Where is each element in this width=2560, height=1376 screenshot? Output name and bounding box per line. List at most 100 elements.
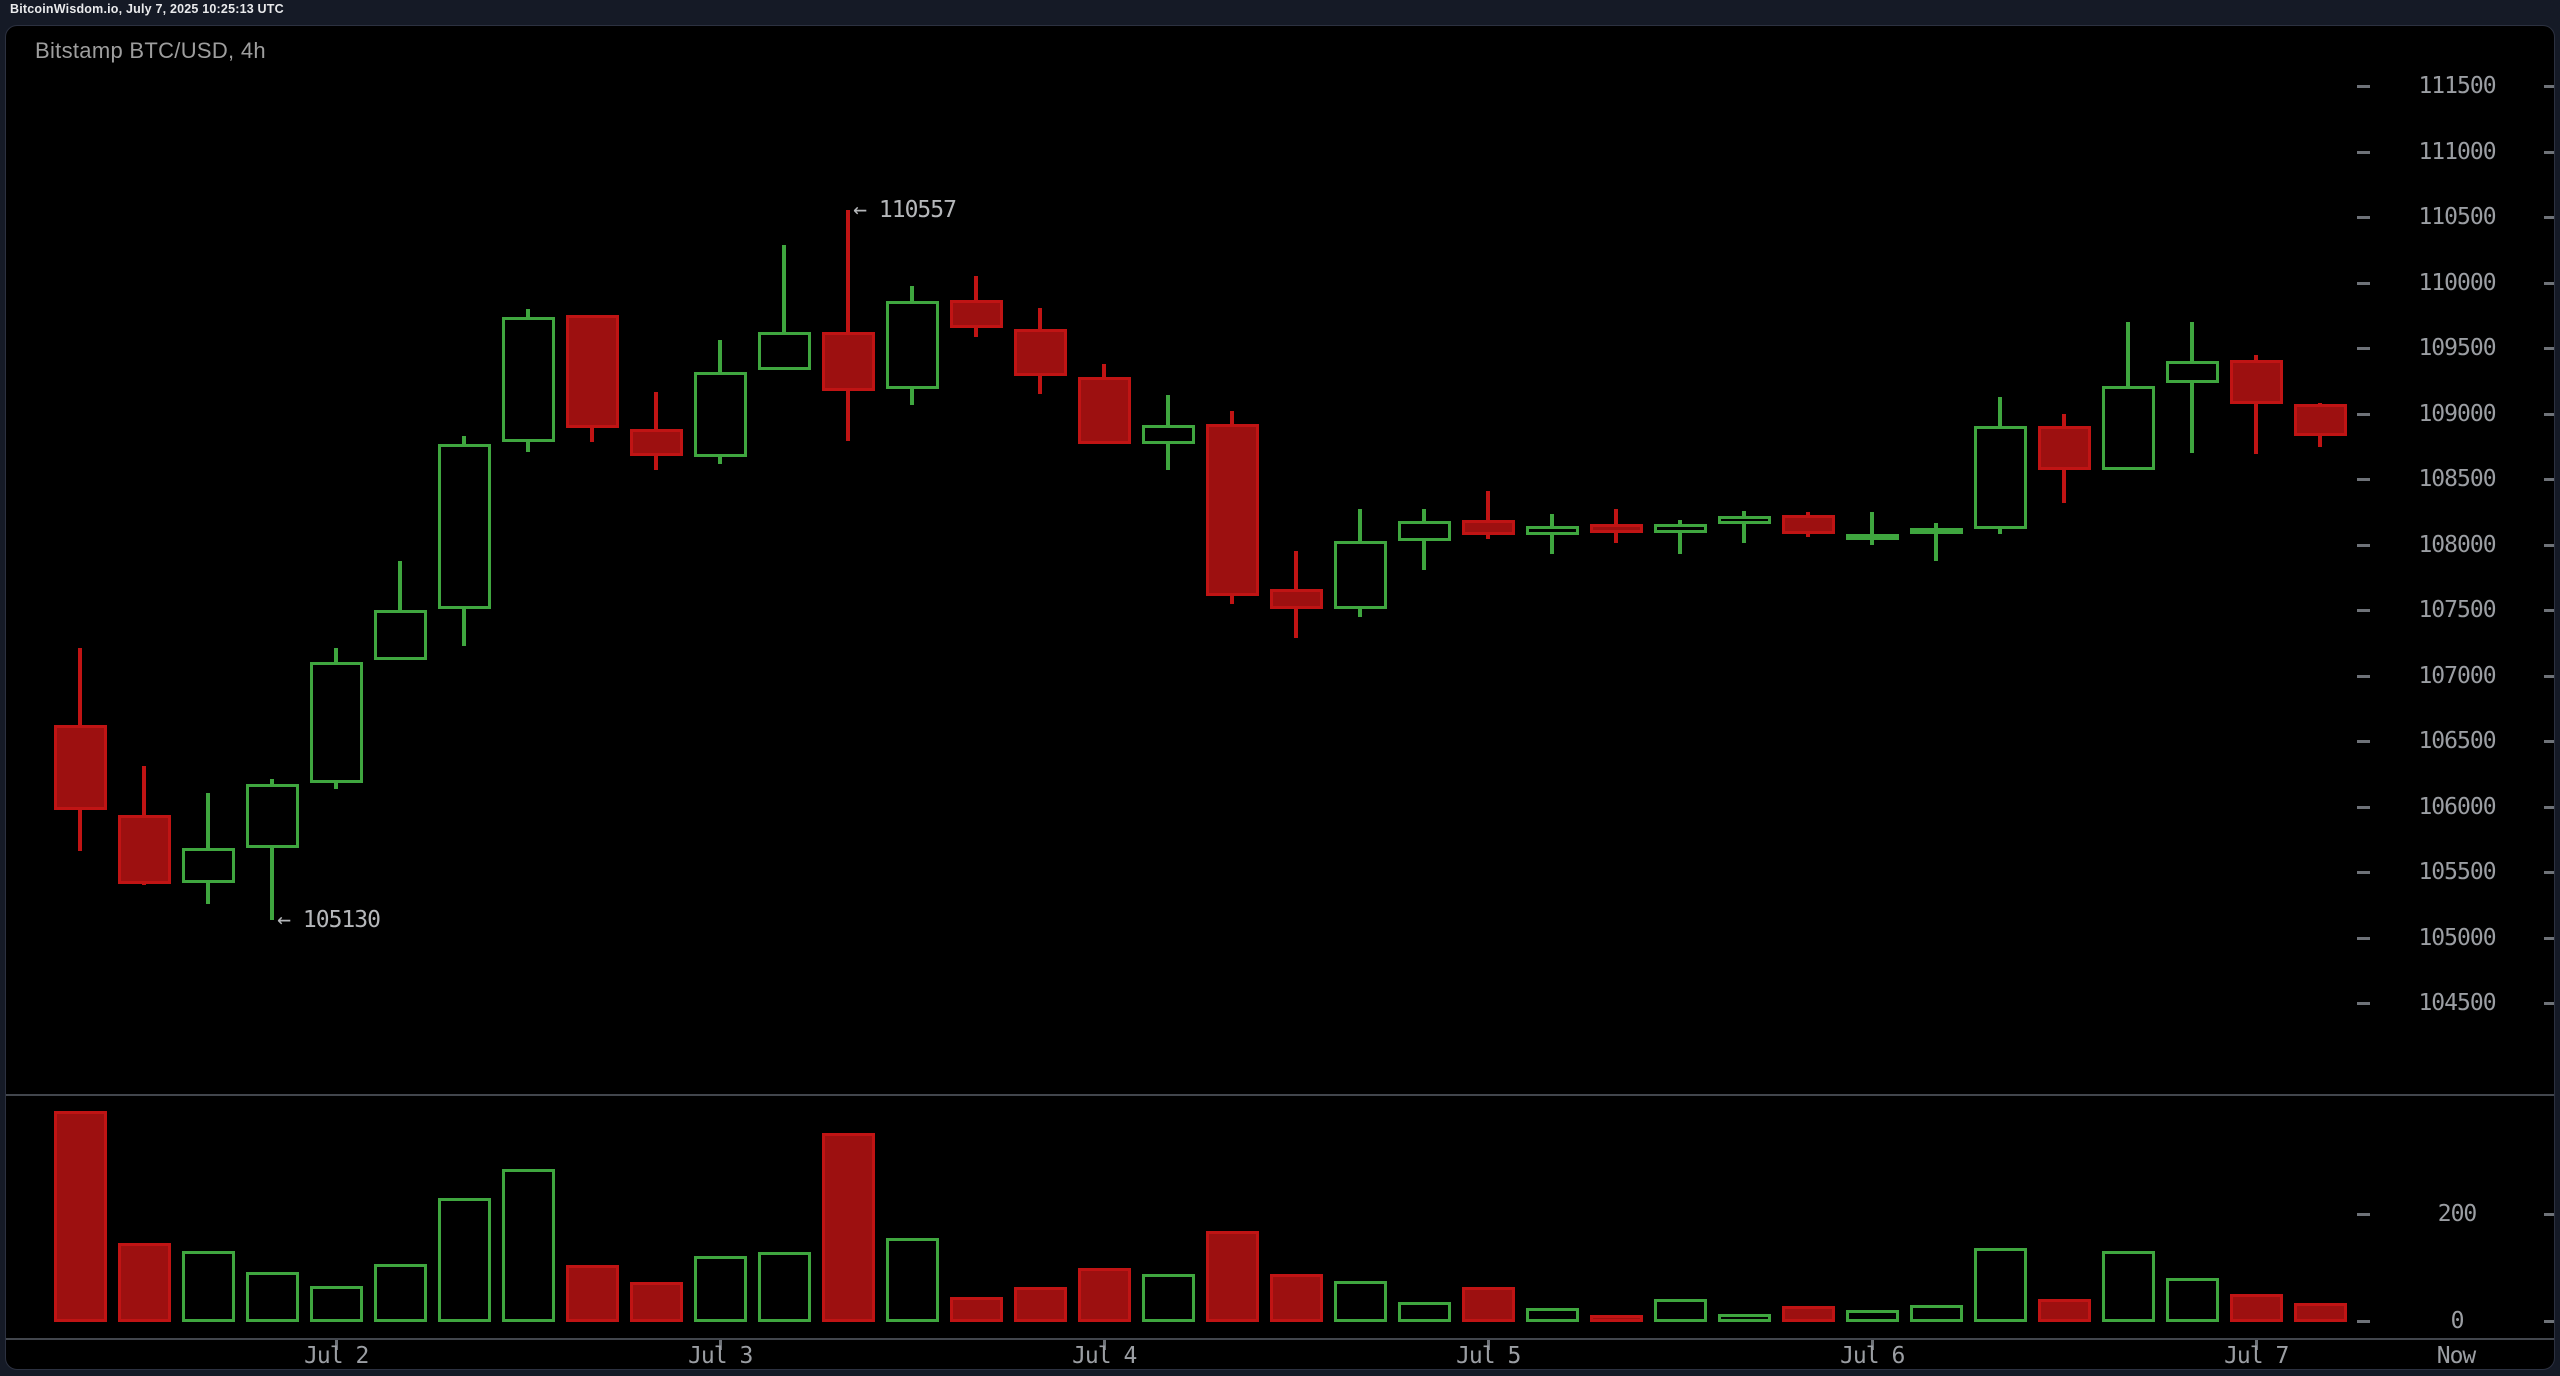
volume-bar <box>1973 1247 2027 1322</box>
candle-body <box>53 725 107 810</box>
date-tick <box>1870 1340 1874 1350</box>
volume-bar <box>1909 1304 1963 1322</box>
volume-bar <box>1205 1231 1259 1322</box>
candle-body <box>2165 361 2219 384</box>
candle-body <box>1269 589 1323 610</box>
candle-body <box>821 331 875 391</box>
candle-body <box>2229 360 2283 405</box>
candle-body <box>1077 376 1131 444</box>
volume-bar <box>1141 1273 1195 1322</box>
volume-bar <box>373 1263 427 1322</box>
candle-body <box>2293 404 2347 436</box>
date-label: Jul 3 <box>688 1343 753 1369</box>
candle-body <box>373 610 427 660</box>
candle-body <box>1845 534 1899 541</box>
volume-bar <box>309 1286 363 1322</box>
volume-bar <box>1525 1308 1579 1322</box>
volume-bar <box>2229 1293 2283 1322</box>
date-label: Jul 6 <box>1840 1343 1905 1369</box>
pane-separator-top <box>6 1094 2554 1096</box>
date-tick <box>1486 1340 1490 1350</box>
status-bar-text: BitcoinWisdom.io, July 7, 2025 10:25:13 … <box>10 2 284 16</box>
date-tick <box>718 1340 722 1350</box>
candle-wick <box>1934 522 1939 561</box>
volume-bar <box>1781 1306 1835 1322</box>
candle-body <box>885 301 939 390</box>
candle-body <box>1717 516 1771 524</box>
volume-bar <box>693 1255 747 1322</box>
volume-bar <box>1333 1280 1387 1322</box>
volume-bar <box>629 1282 683 1322</box>
candle-wick <box>270 778 275 921</box>
volume-bar <box>117 1243 171 1322</box>
candle-body <box>437 444 491 609</box>
candle-body <box>1909 528 1963 535</box>
candle-body <box>181 847 235 884</box>
volume-bar <box>501 1168 555 1322</box>
volume-bar <box>1013 1286 1067 1322</box>
volume-bar <box>1589 1315 1643 1322</box>
candle-body <box>1781 515 1835 534</box>
status-bar: BitcoinWisdom.io, July 7, 2025 10:25:13 … <box>0 0 2560 25</box>
candle-body <box>757 331 811 371</box>
volume-bar <box>181 1251 235 1322</box>
candle-body <box>2101 385 2155 471</box>
chart-canvas[interactable]: Bitstamp BTC/USD, 4h ← 110557 ← 105130 Ju… <box>5 25 2555 1370</box>
candle-body <box>1461 520 1515 536</box>
date-label: Jul 5 <box>1456 1343 1521 1369</box>
pane-separator-bottom <box>6 1338 2554 1340</box>
candle-body <box>949 300 1003 328</box>
volume-bar <box>2037 1298 2091 1322</box>
volume-bar <box>565 1265 619 1322</box>
annotation-low: ← 105130 <box>277 907 381 934</box>
candle-body <box>2037 425 2091 471</box>
volume-bar <box>949 1296 1003 1322</box>
volume-bar <box>757 1251 811 1322</box>
candle-wick <box>2254 355 2259 455</box>
candle-wick <box>1486 490 1491 540</box>
candle-body <box>1589 524 1643 534</box>
candle-body <box>629 429 683 457</box>
candle-body <box>117 815 171 884</box>
candle-body <box>1333 541 1387 610</box>
volume-bar <box>1717 1314 1771 1322</box>
volume-bar <box>1461 1286 1515 1322</box>
volume-bar <box>1269 1273 1323 1322</box>
volume-bar <box>2101 1250 2155 1322</box>
candle-wick <box>1678 519 1683 555</box>
volume-pane[interactable] <box>6 1096 2554 1338</box>
volume-bar <box>2293 1302 2347 1322</box>
date-tick <box>2254 1340 2258 1350</box>
annotation-high: ← 110557 <box>853 196 957 223</box>
date-label: Jul 4 <box>1072 1343 1137 1369</box>
now-label: Now <box>2436 1343 2477 1369</box>
date-tick <box>334 1340 338 1350</box>
candle-wick <box>1870 511 1875 546</box>
candle-body <box>693 371 747 457</box>
volume-bar <box>2165 1277 2219 1322</box>
candle-body <box>1397 520 1451 541</box>
candle-body <box>1013 329 1067 377</box>
candle-body <box>565 315 619 428</box>
candle-wick <box>2190 321 2195 454</box>
candle-body <box>501 317 555 443</box>
volume-bar <box>437 1197 491 1322</box>
candle-body <box>1973 425 2027 530</box>
volume-bar <box>1845 1310 1899 1322</box>
date-label: Jul 7 <box>2224 1343 2289 1369</box>
volume-bar <box>245 1271 299 1322</box>
volume-bar <box>1077 1267 1131 1322</box>
chart-title: Bitstamp BTC/USD, 4h <box>35 38 266 63</box>
candle-body <box>245 784 299 848</box>
volume-bar <box>885 1237 939 1322</box>
candle-body <box>1205 423 1259 597</box>
price-pane[interactable]: ← 110557 ← 105130 <box>6 26 2554 1094</box>
candle-body <box>1653 523 1707 533</box>
candle-body <box>1141 425 1195 444</box>
candle-wick <box>782 245 787 371</box>
volume-bar <box>821 1133 875 1322</box>
candle-body <box>1525 525 1579 536</box>
candle-wick <box>1742 511 1747 543</box>
date-axis: Jul 2 Jul 3 Jul 4 Jul 5 Jul 6 Jul 7 Now <box>6 1338 2554 1369</box>
